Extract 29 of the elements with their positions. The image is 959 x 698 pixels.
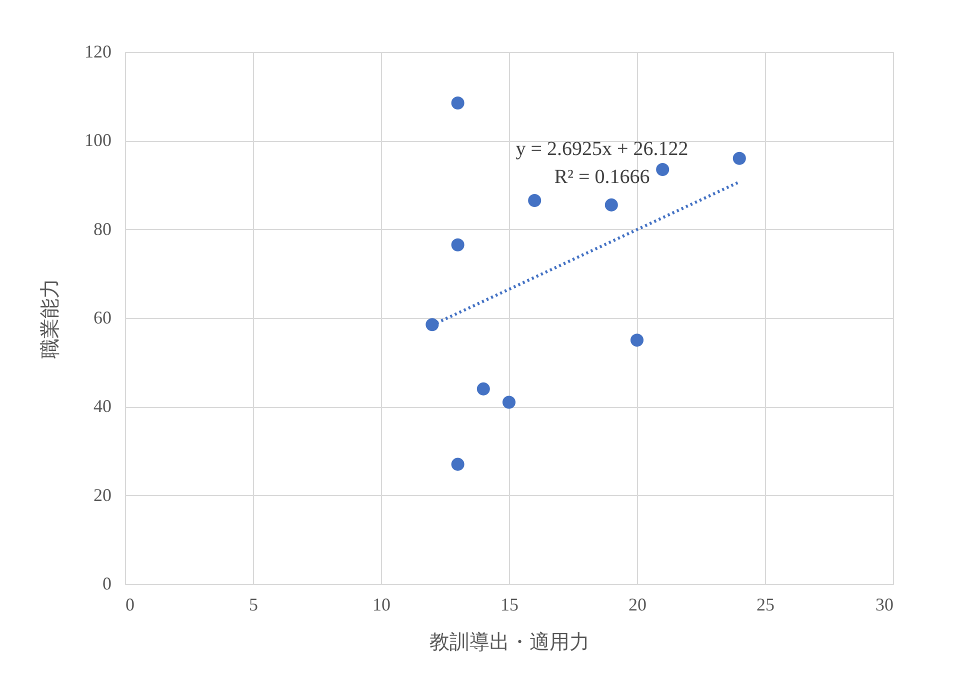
point <box>451 458 464 471</box>
point <box>630 334 644 347</box>
x-tick-label: 30 <box>876 594 894 614</box>
x-tick-label: 25 <box>756 594 774 614</box>
y-tick-label: 100 <box>84 130 112 150</box>
annotation: R² = 0.1666 <box>554 166 650 188</box>
x-tick-label: 5 <box>249 594 258 614</box>
point <box>426 318 439 332</box>
y-tick-label: 0 <box>102 574 112 594</box>
x-axis-title: 教訓導出・適用力 <box>430 632 590 654</box>
x-tick-label: 0 <box>126 594 134 614</box>
point <box>476 382 490 396</box>
y-tick-label: 120 <box>84 42 112 62</box>
point <box>528 194 542 208</box>
point <box>604 198 618 212</box>
annotation: y = 2.6925x + 26.122 <box>516 138 688 160</box>
point <box>502 396 516 409</box>
y-tick-label: 60 <box>94 308 112 328</box>
x-tick-label: 20 <box>628 594 646 614</box>
point <box>732 152 746 165</box>
y-tick-label: 80 <box>94 218 112 239</box>
y-tick-label: 20 <box>94 484 112 505</box>
point <box>451 238 464 252</box>
point <box>451 96 464 110</box>
x-tick-label: 15 <box>500 594 518 614</box>
point <box>656 162 670 176</box>
y-tick-label: 40 <box>94 396 112 416</box>
y-axis-title: 職業能力 <box>40 278 62 358</box>
x-tick-label: 10 <box>372 594 390 614</box>
